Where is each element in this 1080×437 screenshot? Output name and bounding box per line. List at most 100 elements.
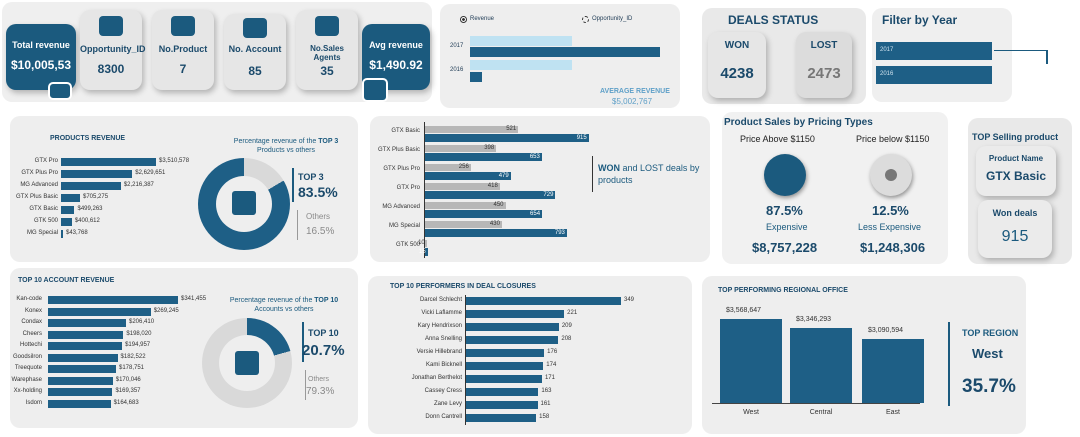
won-value: 654 [530, 211, 541, 217]
won-lost-product: GTX Basic [391, 128, 420, 134]
avg-revenue-label: Avg revenue [369, 40, 423, 50]
account-name: Xx-holding [13, 388, 42, 394]
no-account-label: No. Account [228, 44, 282, 54]
products-revenue-title: PRODUCTS REVENUE [50, 135, 126, 142]
performer-name: Versie Hillebrand [416, 349, 462, 355]
won-lost-title: WON and LOST deals by products [598, 162, 708, 186]
filter-item-2016[interactable]: 2016 [876, 66, 992, 84]
won-bar [425, 191, 556, 199]
products-others-divider [297, 210, 298, 240]
no-product-label: No.Product [158, 44, 208, 54]
account-name: Condax [21, 319, 42, 325]
account-name: Cheers [22, 330, 42, 337]
lost-bar [425, 126, 519, 133]
product-name: GTX Plus Pro [21, 170, 58, 176]
product-value: $499,263 [77, 206, 103, 212]
performer-value: 209 [561, 323, 572, 329]
product-value: $3,510,578 [159, 158, 190, 164]
account-value: $170,046 [115, 376, 141, 383]
products-top-value: 83.5% [298, 184, 338, 200]
legend-opportunity-radio[interactable] [582, 16, 589, 23]
performer-value: 158 [539, 414, 550, 420]
product-bar [61, 158, 156, 166]
account-bar [48, 365, 116, 373]
total-revenue-label: Total revenue [12, 40, 70, 50]
product-bar [61, 170, 133, 178]
performer-name: Kary Hendrixson [417, 323, 462, 329]
lost-bar [425, 221, 502, 228]
account-name: Goodsilron [12, 353, 42, 360]
product-bar [61, 182, 121, 190]
performer-bar [466, 362, 544, 370]
lost-bar [425, 145, 497, 152]
no-sales-agents-card: No.Sales Agents 35 [296, 10, 358, 90]
performer-name: Donn Cantrell [425, 414, 462, 420]
top-region-label: TOP REGION [962, 328, 1018, 338]
regional-axis [712, 403, 920, 404]
won-bar [425, 210, 543, 218]
no-product-card: No.Product 7 [152, 10, 214, 90]
regional-top-divider [948, 322, 950, 406]
won-deals-label: Won deals [992, 208, 1038, 218]
region-bar [790, 328, 852, 403]
legend-revenue-label: Revenue [470, 16, 495, 22]
accounts-top-divider [302, 322, 304, 362]
account-value: $169,357 [115, 388, 141, 394]
performers-axis [465, 295, 466, 425]
performers-title: TOP 10 PERFORMERS IN DEAL CLOSURES [390, 283, 536, 290]
agents-icon [315, 16, 339, 36]
bar-2016-revenue [470, 72, 482, 82]
no-sales-agents-value: 35 [320, 64, 334, 78]
top-selling-title: TOP Selling product [972, 132, 1059, 142]
less-expensive-name: Less Expensive [858, 222, 922, 232]
product-name: MG Advanced [20, 182, 58, 188]
won-value: 4238 [720, 65, 754, 82]
won-bar [425, 248, 428, 256]
won-lost-product: GTX Plus Pro [383, 166, 420, 172]
filter-item-2017[interactable]: 2017 [876, 42, 992, 60]
products-pct-title: Percentage revenue of the TOP 3 Products… [226, 137, 346, 155]
won-lost-divider [592, 156, 593, 192]
won-label: WON [724, 40, 750, 51]
account-value: $178,751 [118, 365, 145, 371]
filter-scrollbar[interactable] [994, 50, 1048, 64]
performer-name: Kami Bicknell [425, 362, 462, 368]
legend-revenue-radio[interactable] [460, 16, 467, 23]
region-value: $3,346,293 [796, 316, 832, 324]
avg-revenue-amount: $5,002,767 [612, 97, 653, 106]
filter-title: Filter by Year [882, 13, 958, 27]
performer-value: 174 [546, 362, 557, 368]
product-name: GTX Pro [34, 158, 58, 164]
won-deals-value: 915 [1001, 228, 1029, 245]
people-icon [99, 16, 123, 36]
accounts-pct-title: Percentage revenue of the TOP 10 Account… [222, 296, 346, 314]
boxes-icon [171, 16, 195, 36]
won-value: 915 [576, 135, 587, 141]
product-name: GTX Plus Basic [15, 194, 58, 200]
performer-bar [466, 349, 545, 357]
products-top-divider [292, 168, 294, 202]
chart-icon [362, 78, 388, 102]
top-region-pct: 35.7% [962, 376, 1016, 397]
lost-value: 2473 [807, 65, 841, 82]
bar-2017-revenue [470, 47, 660, 57]
account-name: Isdom [25, 399, 42, 406]
performer-name: Cassey Cress [424, 388, 462, 394]
performer-name: Jonathan Berthelot [411, 375, 462, 381]
account-bar [48, 330, 124, 339]
account-bar [48, 388, 113, 396]
pricing-panel [722, 112, 948, 264]
top-region-name: West [972, 346, 1003, 361]
account-bar [48, 376, 113, 385]
accounts-others-label: Others [308, 376, 330, 383]
year-2017-label: 2017 [450, 43, 464, 49]
products-donut-icon [232, 191, 256, 215]
total-revenue-value: $10,005,53 [10, 58, 72, 72]
product-bar [61, 230, 63, 238]
won-lost-product: GTX Pro [396, 185, 420, 191]
region-value: $3,568,647 [726, 307, 762, 314]
won-bar [425, 153, 542, 161]
account-name: Warephase [11, 376, 42, 383]
lost-value: 10 [418, 240, 425, 246]
expensive-value: $8,757,228 [752, 240, 818, 255]
